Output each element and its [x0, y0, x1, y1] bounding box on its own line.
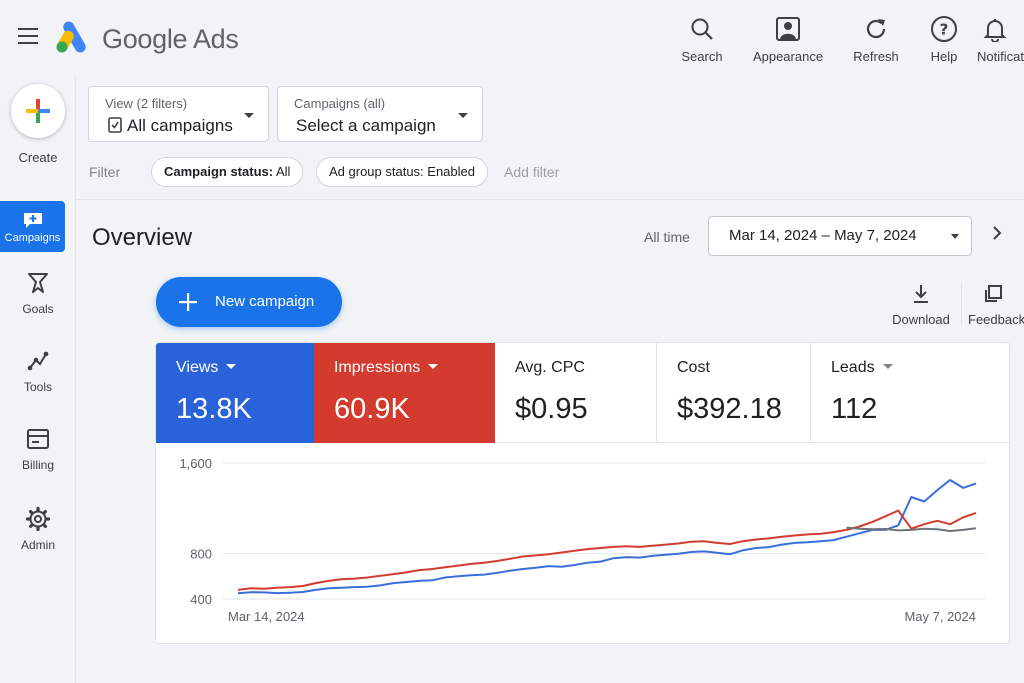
sidebar-item-goals[interactable]: Goals	[0, 270, 76, 316]
brand-name: Google Ads	[102, 24, 239, 54]
scorecard-title: Cost	[677, 359, 710, 376]
search-button[interactable]: Search	[680, 14, 724, 64]
appearance-label: Appearance	[752, 49, 824, 64]
view-filter-caret	[244, 113, 254, 118]
scorecard-title: Leads	[831, 359, 893, 377]
top-bar: Google Ads Search Appearance Refresh ? H…	[0, 0, 1024, 76]
campaign-picker-value: Select a campaign	[296, 116, 436, 135]
date-range-label: All time	[644, 229, 690, 245]
page-title: Overview	[92, 224, 193, 251]
scorecard-title: Views	[176, 359, 237, 377]
google-ads-logo[interactable]	[54, 20, 90, 54]
filter-label: Filter	[89, 164, 121, 180]
campaign-picker[interactable]: Campaigns (all) Select a campaign	[277, 86, 483, 142]
search-icon	[680, 14, 724, 44]
campaign-status-key: Campaign status:	[164, 164, 274, 179]
tools-label: Tools	[23, 380, 52, 394]
date-range-picker[interactable]: Mar 14, 2024 – May 7, 2024	[708, 216, 972, 256]
new-campaign-label: New campaign	[215, 293, 315, 310]
campaign-status-chip[interactable]: Campaign status: All	[151, 157, 304, 187]
y-tick-label: 800	[190, 547, 212, 562]
campaign-status-value: All	[275, 164, 291, 179]
refresh-button[interactable]: Refresh	[851, 14, 901, 64]
series-other-line[interactable]	[846, 526, 977, 532]
help-button[interactable]: ? Help	[926, 14, 962, 64]
scorecard-value: 13.8K	[176, 393, 252, 425]
campaigns-icon	[0, 201, 65, 229]
campaign-picker-label: Campaigns (all)	[294, 96, 386, 111]
bell-icon	[977, 14, 1024, 44]
scorecard-value: 60.9K	[334, 393, 410, 425]
sidebar: Create Campaigns Goals Tools Billing Adm…	[0, 76, 76, 683]
x-end-label: May 7, 2024	[904, 609, 976, 624]
scorecard-value: $0.95	[515, 393, 588, 425]
download-icon	[887, 282, 955, 306]
feedback-icon	[968, 282, 1024, 306]
feedback-label: Feedback	[968, 312, 1024, 327]
view-filter-value: All campaigns	[127, 116, 233, 135]
scorecard-value: $392.18	[677, 393, 782, 425]
y-tick-label: 1,600	[179, 456, 212, 471]
goals-label: Goals	[22, 302, 54, 316]
gear-icon	[0, 506, 76, 532]
scorecard-cost[interactable]: Cost $392.18	[657, 343, 811, 443]
sidebar-item-tools[interactable]: Tools	[0, 348, 76, 394]
appearance-button[interactable]: Appearance	[750, 14, 826, 64]
scorecard-impressions[interactable]: Impressions 60.9K	[314, 343, 495, 443]
feedback-button[interactable]: Feedback	[968, 282, 1024, 327]
view-filter-picker[interactable]: View (2 filters) All campaigns	[88, 86, 269, 142]
menu-icon[interactable]	[18, 28, 38, 44]
notifications-button[interactable]: Notifications	[977, 14, 1024, 64]
chevron-right-icon[interactable]	[988, 222, 1006, 244]
add-filter-link[interactable]: Add filter	[504, 164, 560, 180]
performance-chart: 1,600 800 400 Mar 14, 2024 May 7, 2024	[179, 456, 986, 624]
create-label: Create	[18, 150, 58, 165]
scorecard-avg-cpc[interactable]: Avg. CPC $0.95	[495, 343, 657, 443]
notifications-label: Notifications	[977, 49, 1024, 64]
refresh-icon	[851, 14, 901, 44]
date-range-value: Mar 14, 2024 – May 7, 2024	[729, 227, 917, 244]
new-campaign-button[interactable]: New campaign	[156, 277, 342, 327]
billing-label: Billing	[21, 458, 54, 472]
refresh-label: Refresh	[853, 49, 899, 64]
x-start-label: Mar 14, 2024	[228, 609, 305, 624]
help-icon: ?	[926, 14, 962, 44]
plus-icon	[179, 293, 197, 311]
plus-icon	[26, 99, 50, 123]
sidebar-item-admin[interactable]: Admin	[0, 506, 76, 552]
billing-icon	[0, 426, 76, 452]
appearance-icon	[750, 14, 826, 44]
download-label: Download	[892, 312, 950, 327]
date-range-caret	[951, 234, 959, 239]
performance-panel: Views 13.8K Impressions 60.9K Avg. CPC $…	[155, 342, 1010, 644]
scorecard-value: 112	[831, 393, 878, 425]
scorecard-title: Avg. CPC	[515, 359, 585, 376]
scorecard-views[interactable]: Views 13.8K	[156, 343, 314, 443]
sidebar-item-billing[interactable]: Billing	[0, 426, 76, 472]
toolbar-divider	[961, 282, 962, 326]
divider	[76, 199, 1024, 200]
y-tick-label: 400	[190, 592, 212, 607]
tools-icon	[0, 348, 76, 374]
series-impressions-line[interactable]	[237, 509, 977, 591]
scorecard-title: Impressions	[334, 359, 439, 377]
search-label: Search	[681, 49, 723, 64]
series-views-line[interactable]	[237, 479, 977, 595]
sidebar-item-campaigns[interactable]: Campaigns	[0, 201, 65, 252]
campaigns-list-icon	[108, 117, 122, 133]
campaign-picker-caret	[458, 113, 468, 118]
view-filter-count: View (2 filters)	[105, 96, 188, 111]
ad-group-status-chip[interactable]: Ad group status: Enabled	[316, 157, 488, 187]
scorecard-leads[interactable]: Leads 112	[811, 343, 1009, 443]
goals-icon	[0, 270, 76, 296]
help-label: Help	[930, 49, 958, 64]
svg-text:?: ?	[940, 21, 949, 39]
create-button[interactable]	[11, 84, 65, 138]
admin-label: Admin	[20, 538, 55, 552]
download-button[interactable]: Download	[887, 282, 955, 327]
campaigns-label: Campaigns	[4, 232, 61, 244]
